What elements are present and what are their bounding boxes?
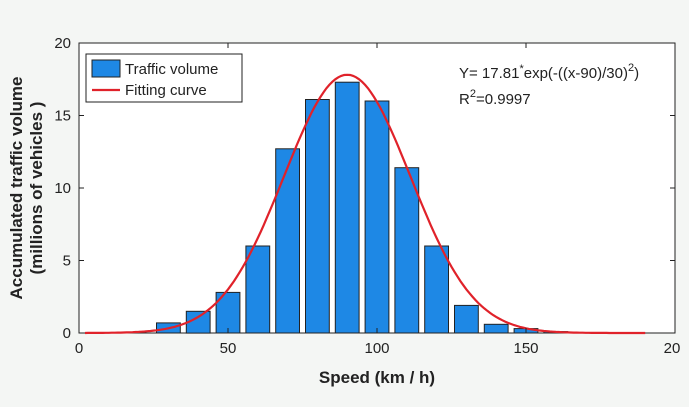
y-tick-label: 15 (54, 108, 71, 125)
y-tick-label: 20 (54, 35, 71, 52)
x-axis-title: Speed (km / h) (319, 368, 435, 387)
r2-value: =0.9997 (476, 91, 531, 108)
legend-label-traffic-volume: Traffic volume (125, 61, 218, 78)
x-tick-label: 100 (364, 340, 389, 357)
bar-110 (394, 167, 420, 334)
y-tick-label: 10 (54, 180, 71, 197)
bar-130 (454, 304, 479, 334)
equation-suffix: ) (634, 65, 639, 82)
bar-90 (334, 81, 360, 334)
bar-120 (424, 245, 450, 334)
r2-prefix: R (459, 91, 470, 108)
x-tick-label: 150 (513, 340, 538, 357)
bar-80 (305, 99, 330, 334)
legend-swatch-bar (91, 59, 121, 78)
x-tick-label: 20 (664, 340, 681, 357)
equation-prefix: Y= 17.81 (459, 65, 519, 82)
y-axis-title-line2: (millions of vehicles ) (27, 102, 46, 275)
equation-exponent: 2 (628, 62, 634, 74)
r2-exponent: 2 (470, 88, 476, 100)
bar-140 (483, 323, 509, 334)
y-tick-label: 0 (63, 325, 71, 342)
fitting-curve (84, 73, 646, 335)
bar-100 (364, 100, 390, 334)
equation-mid: exp(-((x-90)/30) (524, 65, 628, 82)
x-tick-label: 50 (220, 340, 237, 357)
equation-multiply: * (519, 63, 524, 75)
bar-70 (275, 148, 301, 334)
y-tick-label: 5 (63, 253, 71, 270)
r-squared-annotation: R2=0.9997 (459, 88, 531, 108)
x-tick-label: 0 (75, 340, 83, 357)
legend: Traffic volume Fitting curve (85, 53, 243, 103)
legend-label-fitting-curve: Fitting curve (125, 82, 207, 99)
equation-annotation: Y= 17.81*exp(-((x-90)/30)2) (459, 62, 639, 82)
bar-60 (245, 245, 271, 334)
y-axis-title-line1: Accumulated traffic volume (7, 77, 26, 300)
